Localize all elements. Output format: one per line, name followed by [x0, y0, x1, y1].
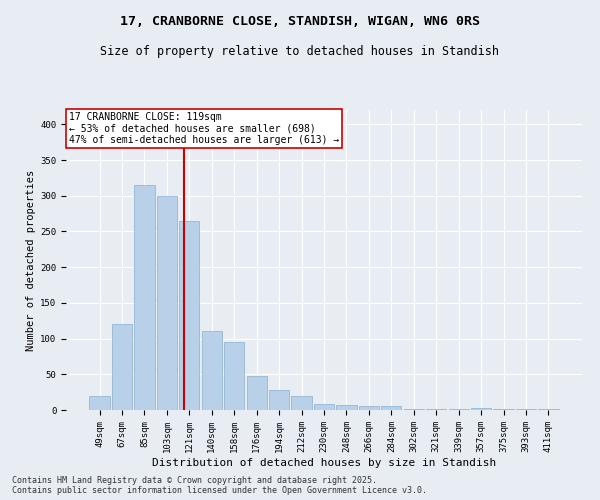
Bar: [134, 185, 155, 410]
Bar: [112, 324, 132, 410]
Text: Size of property relative to detached houses in Standish: Size of property relative to detached ho…: [101, 45, 499, 58]
Bar: [247, 376, 267, 410]
Bar: [381, 406, 401, 410]
X-axis label: Distribution of detached houses by size in Standish: Distribution of detached houses by size …: [152, 458, 496, 468]
Text: Contains HM Land Registry data © Crown copyright and database right 2025.
Contai: Contains HM Land Registry data © Crown c…: [12, 476, 427, 495]
Bar: [202, 332, 222, 410]
Bar: [314, 404, 334, 410]
Text: 17 CRANBORNE CLOSE: 119sqm
← 53% of detached houses are smaller (698)
47% of sem: 17 CRANBORNE CLOSE: 119sqm ← 53% of deta…: [68, 112, 339, 144]
Bar: [89, 396, 110, 410]
Bar: [179, 220, 199, 410]
Bar: [157, 196, 177, 410]
Bar: [337, 405, 356, 410]
Bar: [269, 390, 289, 410]
Bar: [426, 408, 446, 410]
Bar: [404, 408, 424, 410]
Bar: [359, 406, 379, 410]
Bar: [471, 408, 491, 410]
Bar: [292, 396, 311, 410]
Y-axis label: Number of detached properties: Number of detached properties: [26, 170, 36, 350]
Text: 17, CRANBORNE CLOSE, STANDISH, WIGAN, WN6 0RS: 17, CRANBORNE CLOSE, STANDISH, WIGAN, WN…: [120, 15, 480, 28]
Bar: [449, 408, 469, 410]
Bar: [224, 342, 244, 410]
